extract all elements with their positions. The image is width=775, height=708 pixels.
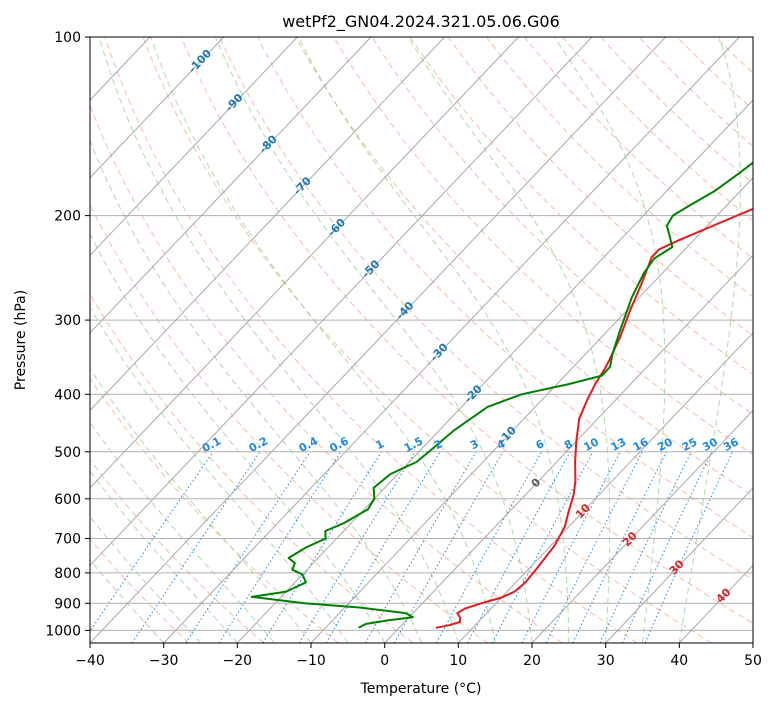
x-tick-label: 40 (670, 653, 688, 669)
isotherm-line (90, 37, 225, 179)
moist-adiabat-line (90, 470, 238, 643)
moist-adiabat-line (407, 37, 611, 643)
dry-adiabat-line (218, 37, 753, 581)
moist-adiabat-line (90, 516, 201, 643)
isotherm-line (90, 37, 519, 489)
y-tick-label: 800 (54, 566, 81, 582)
dry-adiabat-line (600, 37, 753, 184)
mixing-ratio-line (621, 451, 713, 643)
x-tick-label: 0 (380, 653, 389, 669)
isotherm-line (310, 177, 753, 643)
x-tick-label: 10 (449, 653, 467, 669)
mixing-ratio-line (644, 451, 734, 643)
y-tick-label: 1000 (45, 623, 81, 639)
dry-adiabat-line (90, 458, 264, 643)
y-tick-label: 200 (54, 209, 81, 225)
mixing-ratio-line (467, 451, 571, 643)
mixing-ratio-line (218, 451, 342, 643)
axes: −40 −30 −20 −10 0 10 20 30 40 50 1000 900 800 700 600 5… (45, 30, 762, 669)
moist-adiabat-line (98, 37, 459, 643)
dry-adiabat-line (295, 37, 753, 497)
mixing-ratio-line (90, 451, 214, 632)
mixing-ratio-label: 25 (680, 435, 700, 454)
x-tick-label: 20 (523, 653, 541, 669)
dry-adiabat-line (90, 104, 563, 643)
mixing-ratio-line (599, 451, 692, 643)
y-tick-label: 500 (54, 445, 81, 461)
mixing-ratio-line (572, 451, 668, 643)
y-tick-label: 700 (54, 532, 81, 548)
mixing-ratio-line (393, 451, 504, 643)
mixing-ratio-line (435, 451, 543, 643)
x-tick-label: 30 (597, 653, 615, 669)
isotherm-line (90, 37, 667, 643)
moist-adiabat-line (214, 37, 533, 643)
mixing-ratio-label: 16 (631, 435, 651, 454)
moist-adiabat-line (90, 306, 349, 643)
pressure-gridlines (90, 37, 753, 631)
dry-adiabat-line (142, 37, 712, 643)
dry-adiabat-line (409, 37, 753, 376)
isotherm-line (236, 99, 753, 643)
isotherm-line (531, 409, 753, 643)
dry-adiabat-line (447, 37, 753, 337)
dry-adiabat-line (638, 37, 753, 147)
mixing-ratio-label: 36 (721, 435, 741, 454)
moist-adiabat-line (297, 37, 570, 643)
isotherm-line (90, 37, 298, 257)
y-tick-label: 100 (54, 30, 81, 46)
chart-title: wetPf2_GN04.2024.321.05.06.G06 (282, 12, 560, 32)
dry-adiabat-line (90, 293, 414, 643)
mixing-ratio-label: 13 (609, 435, 629, 454)
dry-adiabat-line (90, 203, 488, 643)
isotherm-line (605, 487, 753, 643)
plot-area: 0.1 0.2 0.4 0.6 1 1.5 2 3 4 6 8 10 13 16 20 25 30 36-100-… (90, 37, 753, 643)
moist-adiabat-line (553, 37, 666, 643)
x-tick-label: −20 (223, 653, 253, 669)
x-tick-label: −30 (149, 653, 179, 669)
dry-adiabat-line (486, 37, 753, 298)
sounding-profiles (250, 161, 753, 629)
moist-adiabat-line (678, 37, 741, 643)
mixing-ratio-lines (90, 451, 734, 643)
mixing-ratio-line (298, 451, 416, 643)
y-tick-label: 400 (54, 387, 81, 403)
isotherm-line (90, 37, 372, 334)
temperature-profile-line (435, 207, 753, 629)
x-axis-label: Temperature (°C) (360, 681, 482, 697)
moist-adiabat-line (150, 37, 496, 643)
y-tick-label: 900 (54, 596, 81, 612)
moist-adiabat-line (90, 139, 422, 643)
y-tick-label: 300 (54, 313, 81, 329)
x-tick-label: 50 (744, 653, 762, 669)
mixing-ratio-label: 30 (700, 435, 720, 454)
isotherm-line (384, 254, 753, 643)
mixing-ratio-label: 20 (655, 435, 675, 454)
x-tick-label: −40 (75, 653, 105, 669)
dry-adiabat-line (104, 37, 638, 643)
isotherm-line (90, 37, 593, 567)
y-tick-label: 600 (54, 492, 81, 508)
dewpoint-profile-line (250, 161, 753, 629)
isotherm-lines (90, 37, 753, 643)
x-tick-label: −10 (296, 653, 326, 669)
isotherm-line (163, 37, 740, 643)
y-axis-label: Pressure (hPa) (13, 290, 29, 390)
mixing-ratio-label: 10 (581, 435, 601, 454)
mixing-ratio-line (262, 451, 382, 643)
dry-adiabat-line (180, 37, 753, 624)
mixing-ratio-line (325, 451, 441, 643)
plot-frame (89, 36, 754, 644)
isotherm-line (90, 37, 446, 412)
isotherm-line (457, 332, 753, 643)
dry-adiabat-line (371, 37, 753, 415)
moist-adiabat-line (90, 559, 165, 643)
